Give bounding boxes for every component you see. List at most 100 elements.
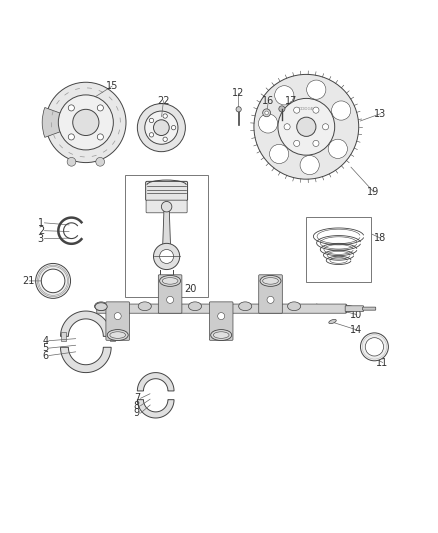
Circle shape: [293, 107, 300, 113]
FancyBboxPatch shape: [146, 200, 187, 213]
Ellipse shape: [188, 302, 201, 311]
Ellipse shape: [288, 302, 300, 311]
Bar: [60, 332, 66, 341]
Circle shape: [163, 137, 167, 141]
Circle shape: [58, 95, 113, 150]
Text: 17: 17: [285, 96, 297, 107]
Circle shape: [68, 134, 74, 140]
Text: 5: 5: [42, 343, 49, 353]
Circle shape: [307, 80, 326, 99]
Circle shape: [138, 103, 185, 152]
Circle shape: [236, 107, 241, 112]
Text: 21: 21: [22, 276, 35, 286]
Circle shape: [159, 249, 173, 263]
FancyBboxPatch shape: [146, 181, 187, 200]
Text: 3: 3: [38, 233, 44, 244]
Ellipse shape: [263, 278, 279, 284]
Circle shape: [114, 313, 121, 320]
Text: 10: 10: [350, 310, 362, 319]
FancyBboxPatch shape: [345, 306, 364, 311]
Circle shape: [218, 313, 225, 320]
Polygon shape: [162, 209, 171, 253]
Ellipse shape: [329, 319, 336, 324]
Circle shape: [46, 82, 126, 163]
Text: 12: 12: [232, 88, 244, 98]
Circle shape: [300, 156, 319, 175]
Ellipse shape: [239, 302, 252, 311]
Ellipse shape: [213, 332, 229, 338]
FancyBboxPatch shape: [167, 278, 174, 283]
Circle shape: [68, 105, 74, 111]
Circle shape: [263, 109, 271, 117]
FancyBboxPatch shape: [363, 307, 376, 310]
Circle shape: [269, 144, 289, 164]
Circle shape: [313, 107, 319, 113]
Text: 18: 18: [374, 233, 386, 243]
Circle shape: [278, 99, 335, 155]
FancyBboxPatch shape: [159, 278, 166, 283]
Text: 1: 1: [38, 218, 44, 228]
Bar: [306, 217, 371, 282]
Text: 13: 13: [374, 109, 386, 119]
Circle shape: [153, 244, 180, 270]
Text: DODGE: DODGE: [299, 107, 314, 111]
Circle shape: [265, 111, 268, 115]
Bar: [110, 332, 115, 341]
Circle shape: [328, 139, 347, 158]
FancyBboxPatch shape: [259, 275, 283, 313]
Text: 19: 19: [367, 187, 380, 197]
Circle shape: [258, 114, 278, 133]
Polygon shape: [60, 311, 111, 336]
Circle shape: [293, 140, 300, 147]
Text: 9: 9: [134, 408, 140, 418]
Circle shape: [365, 338, 384, 356]
Polygon shape: [138, 400, 174, 418]
Polygon shape: [138, 373, 174, 391]
Ellipse shape: [260, 276, 281, 286]
Ellipse shape: [107, 329, 128, 341]
Circle shape: [275, 86, 294, 105]
Text: 4: 4: [42, 336, 48, 346]
Circle shape: [313, 140, 319, 147]
Circle shape: [96, 157, 105, 166]
FancyBboxPatch shape: [106, 302, 130, 340]
Ellipse shape: [211, 329, 232, 341]
Polygon shape: [60, 348, 111, 373]
Text: 22: 22: [157, 95, 170, 106]
Text: 7: 7: [134, 393, 140, 403]
Circle shape: [163, 114, 167, 118]
Ellipse shape: [138, 302, 151, 311]
Circle shape: [297, 117, 316, 136]
Ellipse shape: [110, 332, 126, 338]
Text: 14: 14: [350, 325, 362, 335]
Text: 16: 16: [262, 96, 274, 107]
Circle shape: [153, 120, 169, 135]
FancyBboxPatch shape: [97, 304, 346, 313]
Text: 2: 2: [38, 225, 44, 236]
Circle shape: [67, 157, 76, 166]
Circle shape: [322, 124, 328, 130]
FancyBboxPatch shape: [209, 302, 233, 340]
Circle shape: [97, 105, 103, 111]
Text: 8: 8: [134, 401, 140, 411]
Ellipse shape: [159, 276, 180, 286]
Text: 6: 6: [42, 351, 48, 360]
Circle shape: [254, 75, 359, 179]
Text: 20: 20: [184, 284, 197, 294]
Ellipse shape: [95, 302, 108, 311]
Bar: [125, 175, 208, 297]
Circle shape: [161, 201, 172, 212]
Circle shape: [279, 106, 285, 112]
Circle shape: [97, 134, 103, 140]
Circle shape: [35, 263, 71, 298]
Circle shape: [145, 111, 178, 144]
Circle shape: [41, 269, 65, 293]
Text: 11: 11: [376, 358, 389, 368]
Circle shape: [171, 125, 176, 130]
Circle shape: [166, 296, 173, 303]
Ellipse shape: [162, 278, 178, 284]
Circle shape: [267, 296, 274, 303]
Circle shape: [149, 133, 154, 137]
FancyBboxPatch shape: [158, 275, 182, 313]
Circle shape: [284, 124, 290, 130]
